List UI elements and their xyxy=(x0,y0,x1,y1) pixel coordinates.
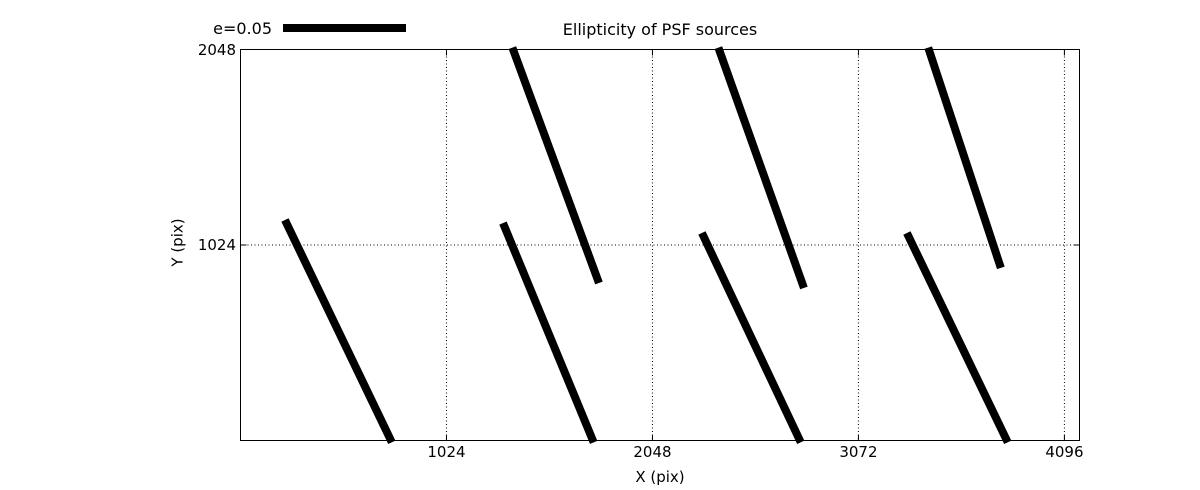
whisker-segment xyxy=(924,46,1005,270)
legend-scale-bar xyxy=(283,24,406,32)
chart-title: Ellipticity of PSF sources xyxy=(562,20,758,39)
y-tick-label: 1024 xyxy=(197,236,236,254)
legend-label: e=0.05 xyxy=(213,19,272,38)
whisker-segment xyxy=(499,221,598,444)
x-tick-label: 3072 xyxy=(839,443,878,461)
y-tick-label: 2048 xyxy=(197,40,236,59)
x-tick-label: 4096 xyxy=(1045,443,1084,461)
whisker-segment xyxy=(698,231,805,445)
x-tick-label: 2048 xyxy=(633,443,672,461)
whisker-segment xyxy=(903,231,1012,445)
x-axis-label: X (pix) xyxy=(635,468,685,486)
whisker-segment xyxy=(714,46,808,290)
whisker-segment xyxy=(281,218,396,445)
plot-border xyxy=(240,49,1080,441)
whisker-segment xyxy=(508,46,603,285)
x-tick-label: 1024 xyxy=(427,443,466,461)
